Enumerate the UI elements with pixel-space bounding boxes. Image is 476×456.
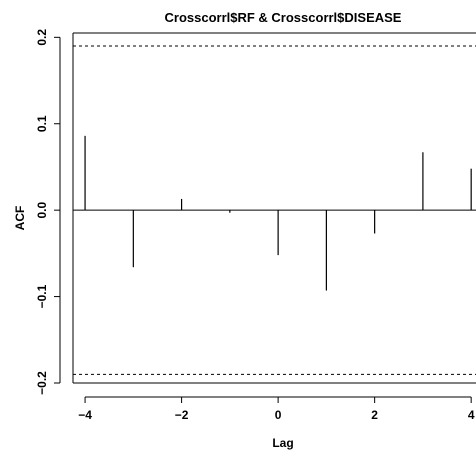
y-tick-label: −0.2 [35, 371, 49, 395]
y-tick-label: −0.1 [35, 284, 49, 308]
chart-title: Crosscorrl$RF & Crosscorrl$DISEASE [165, 10, 402, 25]
x-tick-label: −4 [78, 408, 92, 422]
y-tick-label: 0.2 [35, 29, 49, 46]
y-tick-label: 0.1 [35, 115, 49, 132]
y-axis-label: ACF [13, 206, 27, 231]
y-tick-label: 0.0 [35, 201, 49, 218]
x-axis-label: Lag [272, 436, 293, 450]
plot-frame [72, 32, 476, 384]
x-tick-label: 2 [371, 408, 378, 422]
y-axis: −0.2 −0.1 0.0 0.1 0.2 [35, 29, 61, 395]
x-tick-label: 4 [468, 408, 475, 422]
x-tick-label: −2 [175, 408, 189, 422]
lag-bars [84, 135, 472, 291]
x-axis: −4 −2 0 2 4 [78, 396, 475, 422]
confidence-lines [73, 45, 476, 375]
x-tick-label: 0 [275, 408, 282, 422]
